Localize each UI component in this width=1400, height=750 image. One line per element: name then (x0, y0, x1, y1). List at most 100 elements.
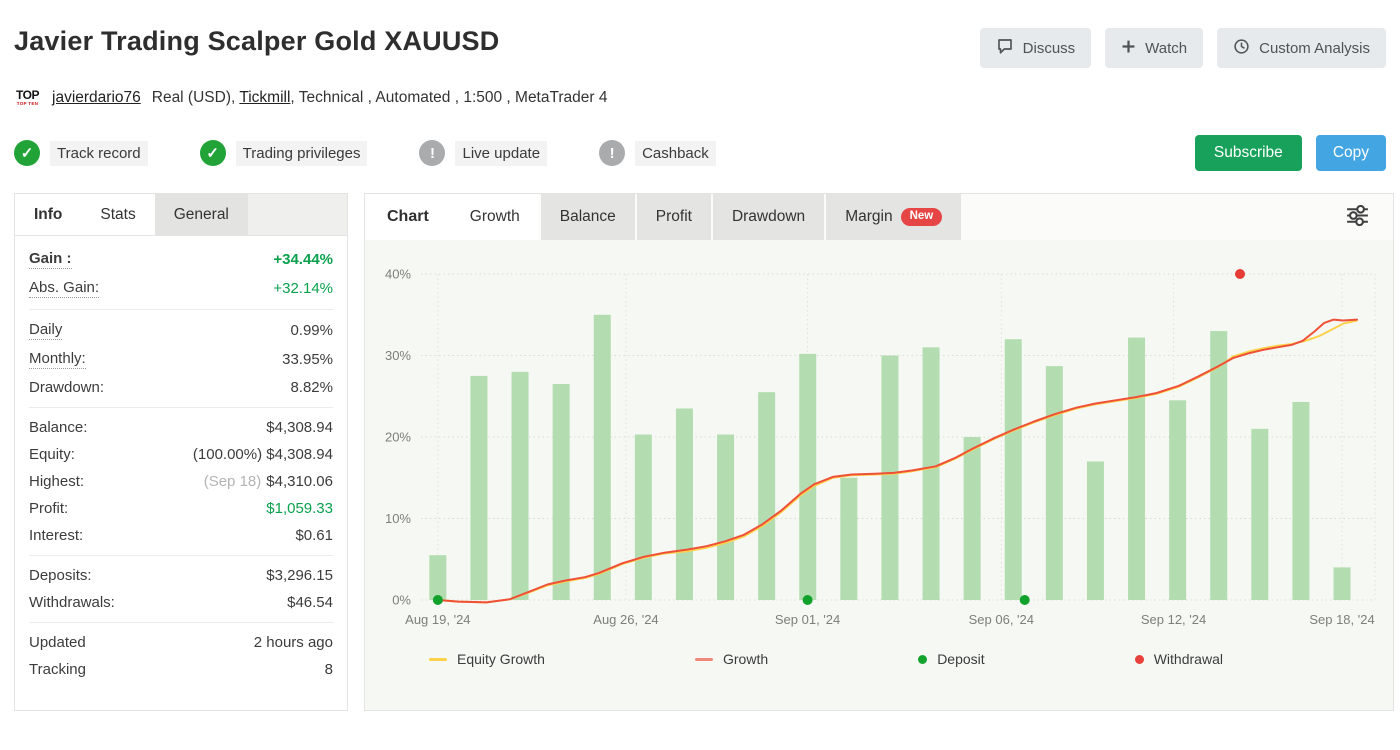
legend-label-equity-growth: Equity Growth (457, 651, 545, 667)
daily-growth-bar[interactable] (1169, 400, 1187, 600)
legend-item-withdrawal[interactable]: Withdrawal (1134, 651, 1223, 667)
tab-growth[interactable]: Growth (450, 194, 539, 240)
tab-growth-label: Growth (469, 208, 520, 225)
status-badge-row: ✓ Track record ✓ Trading privileges! Live up… (14, 135, 1386, 171)
legend-item-equity-growth[interactable]: Equity Growth (429, 651, 545, 667)
stat-value-gain: +34.44% (273, 251, 333, 268)
daily-growth-bar[interactable] (758, 392, 776, 600)
daily-growth-bar[interactable] (634, 434, 652, 600)
legend-swatch-equity-growth (429, 657, 447, 661)
tab-info[interactable]: Info (15, 194, 82, 235)
watch-button[interactable]: Watch (1105, 28, 1204, 68)
daily-growth-bar[interactable] (1086, 461, 1104, 600)
daily-growth-bar[interactable] (470, 375, 488, 600)
daily-growth-bar[interactable] (1292, 401, 1310, 600)
deposit-marker[interactable] (802, 595, 813, 605)
daily-growth-bar[interactable] (1045, 366, 1063, 600)
stat-row-profit: Profit: $1,059.33 (29, 495, 333, 522)
status-badge-label: Live update (455, 140, 548, 166)
stat-row-absgain: Abs. Gain: +32.14% (29, 274, 333, 303)
daily-growth-bar[interactable] (1128, 337, 1146, 600)
header-actions: Discuss Watch Custom Analysis (979, 28, 1386, 68)
daily-growth-bar[interactable] (717, 434, 735, 600)
tab-stats[interactable]: Stats (81, 194, 155, 235)
stat-label-withdrawals: Withdrawals: (29, 594, 115, 611)
tab-margin[interactable]: Margin New (826, 194, 962, 240)
stat-value-updated: 2 hours ago (253, 634, 333, 651)
custom-analysis-button[interactable]: Custom Analysis (1217, 28, 1386, 68)
discuss-icon (996, 37, 1014, 59)
stat-value-equity: (100.00%) $4,308.94 (192, 446, 333, 463)
stat-label-daily[interactable]: Daily (29, 321, 63, 340)
tab-drawdown-label: Drawdown (731, 208, 806, 225)
chart-settings-button[interactable] (1340, 199, 1375, 235)
stat-value-absgain: +32.14% (273, 280, 333, 297)
chart-panel: Chart Growth Balance Profit Drawdown Margin N… (364, 193, 1394, 711)
daily-growth-bar[interactable] (1004, 339, 1022, 600)
daily-growth-bar[interactable] (963, 437, 981, 600)
stat-group: Daily 0.99% Monthly: 33.95% Drawdown: 8.82% (29, 310, 333, 408)
x-axis-tick-label: Sep 01, '24 (775, 612, 840, 627)
account-meta: Real (USD), Tickmill, Technical , Automa… (152, 89, 608, 107)
tab-general[interactable]: General (154, 194, 248, 235)
withdrawal-marker[interactable] (1235, 269, 1245, 279)
daily-growth-bar[interactable] (675, 408, 693, 600)
daily-growth-bar[interactable] (1210, 331, 1228, 600)
stat-row-updated: Updated 2 hours ago (29, 629, 333, 656)
daily-growth-bar[interactable] (922, 347, 940, 600)
status-badge-track-record: ✓ Track record (14, 140, 148, 166)
stat-group: Updated 2 hours ago Tracking 8 (29, 623, 333, 689)
deposit-marker[interactable] (1019, 595, 1030, 605)
stat-label-gain[interactable]: Gain : (29, 250, 72, 269)
status-badge-label: Trading privileges (235, 140, 368, 166)
watch-label: Watch (1145, 39, 1188, 57)
chart-legend: Equity Growth Growth Deposit Withdrawal (365, 647, 1393, 667)
legend-item-deposit[interactable]: Deposit (918, 651, 985, 667)
copy-button[interactable]: Copy (1315, 135, 1386, 171)
x-axis-tick-label: Aug 26, '24 (593, 612, 658, 627)
x-axis-tick-label: Aug 19, '24 (405, 612, 470, 627)
subscribe-button[interactable]: Subscribe (1194, 135, 1302, 171)
stat-group: Deposits: $3,296.15 Withdrawals: $46.54 (29, 556, 333, 623)
stat-label-monthly[interactable]: Monthly: (29, 350, 86, 369)
daily-growth-bar[interactable] (552, 384, 570, 600)
username-link[interactable]: javierdario76 (52, 88, 141, 106)
stat-value-drawdown: 8.82% (290, 379, 333, 396)
x-axis-tick-label: Sep 12, '24 (1141, 612, 1206, 627)
tab-profit[interactable]: Profit (636, 194, 711, 240)
daily-growth-bar[interactable] (799, 353, 817, 600)
stat-value-balance: $4,308.94 (266, 419, 333, 436)
daily-growth-bar[interactable] (840, 477, 858, 600)
daily-growth-bar[interactable] (881, 355, 899, 601)
growth-chart-canvas[interactable]: 0% 10% 20% 30% 40% Aug 19, '24 Aug 26, '24 Sep … (365, 244, 1393, 642)
daily-growth-bar[interactable] (593, 314, 611, 600)
discuss-button[interactable]: Discuss (979, 28, 1092, 68)
y-axis-tick-label: 20% (385, 430, 411, 445)
status-badge-live-update: ! Live update (419, 140, 548, 166)
page-title: Javier Trading Scalper Gold XAUUSD (14, 26, 500, 56)
tab-drawdown[interactable]: Drawdown (712, 194, 825, 240)
new-badge: New (900, 208, 943, 226)
top-badge-line2: TOP TEN (16, 100, 39, 106)
stat-value-deposits: $3,296.15 (266, 567, 333, 584)
stat-group: Gain : +34.44% Abs. Gain: +32.14% (29, 239, 333, 310)
stat-value-interest: $0.61 (295, 527, 333, 544)
legend-item-growth[interactable]: Growth (695, 651, 768, 667)
x-axis-tick-label: Sep 06, '24 (969, 612, 1034, 627)
broker-link[interactable]: Tickmill (239, 88, 291, 106)
stat-label-updated: Updated (29, 634, 86, 651)
stat-label-absgain[interactable]: Abs. Gain: (29, 279, 100, 298)
daily-growth-bar[interactable] (1333, 567, 1351, 600)
page-header: Javier Trading Scalper Gold XAUUSD Discu… (14, 0, 1386, 171)
sliders-icon (1347, 204, 1368, 227)
deposit-marker[interactable] (432, 595, 443, 605)
stat-row-withdrawals: Withdrawals: $46.54 (29, 589, 333, 616)
account-details-text: , Technical , Automated , 1:500 , MetaTr… (290, 88, 608, 106)
stat-label-tracking: Tracking (29, 661, 86, 678)
tab-balance[interactable]: Balance (540, 194, 635, 240)
daily-growth-bar[interactable] (1251, 428, 1269, 600)
daily-growth-bar[interactable] (429, 555, 447, 600)
exclamation-circle-icon: ! (419, 140, 446, 166)
stat-label-balance: Balance: (29, 419, 88, 436)
daily-growth-bar[interactable] (511, 371, 529, 600)
